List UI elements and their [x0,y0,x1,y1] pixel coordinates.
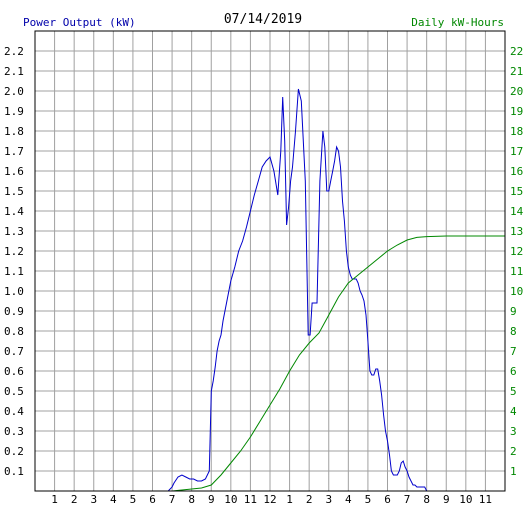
right-axis-title: Daily kW-Hours [411,16,504,29]
x-tick-label: 1 [286,493,293,506]
x-tick-label: 3 [90,493,97,506]
right-tick-label: 18 [510,125,523,138]
x-tick-label: 4 [345,493,352,506]
right-tick-label: 20 [510,85,523,98]
left-tick-label: 0.9 [4,305,24,318]
chart-date-title: 07/14/2019 [224,12,302,27]
left-tick-label: 0.8 [4,325,24,338]
left-tick-label: 1.3 [4,225,24,238]
left-tick-label: 1.8 [4,125,24,138]
x-axis-ticks: 1 2 3 4 5 6 7 8 9 10 11 12 1 2 3 4 5 6 7 8 9 10 11 [51,493,492,506]
x-tick-label: 6 [149,493,156,506]
x-tick-label: 11 [244,493,257,506]
left-tick-label: 2.0 [4,85,24,98]
right-tick-label: 8 [510,325,517,338]
x-tick-label: 9 [443,493,450,506]
x-tick-label: 7 [169,493,176,506]
left-tick-label: 1.9 [4,105,24,118]
right-tick-label: 19 [510,105,523,118]
x-tick-label: 2 [71,493,78,506]
right-tick-label: 3 [510,425,517,438]
x-tick-label: 10 [459,493,472,506]
right-tick-label: 21 [510,65,523,78]
left-tick-label: 1.0 [4,285,24,298]
x-tick-label: 11 [479,493,492,506]
right-tick-label: 12 [510,245,523,258]
left-axis-ticks: 0.1 0.2 0.3 0.4 0.5 0.6 0.7 0.8 0.9 1.0 1.1 1.2 1.3 1… [4,45,24,478]
left-tick-label: 1.7 [4,145,24,158]
left-tick-label: 1.1 [4,265,24,278]
right-tick-label: 7 [510,345,517,358]
x-tick-label: 5 [365,493,372,506]
x-tick-label: 1 [51,493,58,506]
x-tick-label: 8 [188,493,195,506]
x-tick-label: 10 [224,493,237,506]
right-tick-label: 2 [510,445,517,458]
right-tick-label: 22 [510,45,523,58]
right-tick-label: 14 [510,205,524,218]
x-tick-label: 3 [325,493,332,506]
left-tick-label: 0.3 [4,425,24,438]
right-tick-label: 10 [510,285,523,298]
left-tick-label: 1.4 [4,205,24,218]
left-tick-label: 0.6 [4,365,24,378]
daily-kwh-series-line [172,235,505,492]
right-tick-label: 4 [510,405,517,418]
right-tick-label: 17 [510,145,523,158]
left-axis-title: Power Output (kW) [23,16,136,29]
left-tick-label: 0.7 [4,345,24,358]
right-tick-label: 13 [510,225,523,238]
x-tick-label: 6 [384,493,391,506]
left-tick-label: 0.1 [4,465,24,478]
left-tick-label: 0.4 [4,405,24,418]
right-tick-label: 9 [510,305,517,318]
x-tick-label: 5 [130,493,137,506]
left-tick-label: 0.5 [4,385,24,398]
right-tick-label: 11 [510,265,523,278]
x-tick-label: 9 [208,493,215,506]
right-tick-label: 15 [510,185,523,198]
right-tick-label: 5 [510,385,517,398]
right-tick-label: 6 [510,365,517,378]
left-tick-label: 2.2 [4,45,24,58]
x-tick-label: 7 [404,493,411,506]
series-layer [167,88,505,492]
left-tick-label: 2.1 [4,65,24,78]
x-tick-label: 4 [110,493,117,506]
right-tick-label: 16 [510,165,523,178]
left-tick-label: 1.6 [4,165,24,178]
left-tick-label: 0.2 [4,445,24,458]
chart-grid [35,31,505,491]
x-tick-label: 8 [423,493,430,506]
power-output-series-line [167,88,447,492]
left-tick-label: 1.5 [4,185,24,198]
left-tick-label: 1.2 [4,245,24,258]
right-tick-label: 1 [510,465,517,478]
x-tick-label: 2 [306,493,313,506]
plot-border [34,30,506,492]
x-tick-label: 12 [263,493,276,506]
